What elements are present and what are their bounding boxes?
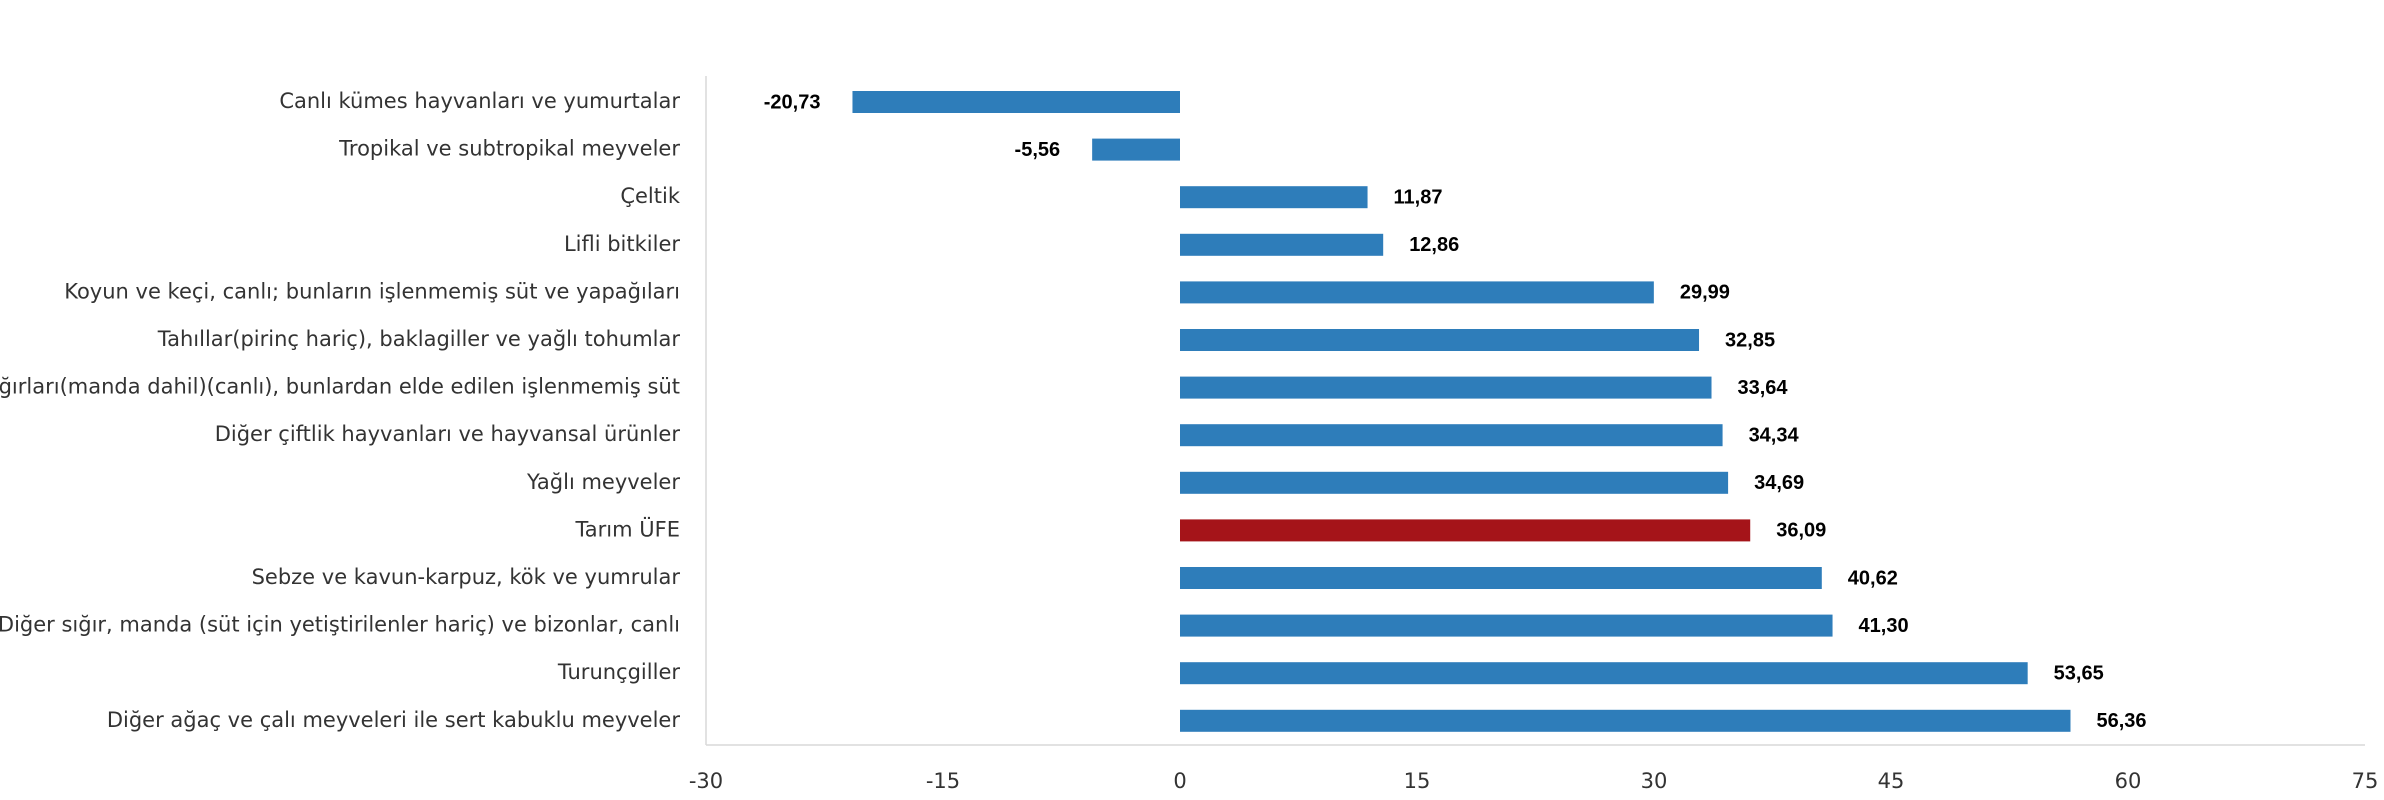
x-tick-label: 75 — [2352, 769, 2379, 793]
category-label: Sebze ve kavun-karpuz, kök ve yumrular — [252, 565, 681, 589]
bar-5 — [1180, 329, 1700, 351]
category-labels: Canlı kümes hayvanları ve yumurtalar Trop… — [0, 89, 681, 732]
data-label: -5,56 — [1015, 139, 1061, 161]
data-labels: -20,73 -5,56 11,87 12,86 29,99 32,85 33,64 34,3… — [764, 91, 2147, 732]
category-label: Koyun ve keçi, canlı; bunların işlenmemi… — [64, 279, 680, 303]
category-label: Tarım ÜFE — [574, 516, 680, 541]
category-label: Diğer ağaç ve çalı meyveleri ile sert ka… — [107, 708, 681, 732]
x-tick-label: -30 — [689, 769, 723, 793]
bar-4 — [1180, 281, 1654, 304]
x-tick-label: -15 — [926, 769, 960, 793]
x-axis: -30 -15 0 15 30 45 60 75 — [689, 76, 2379, 793]
category-label: Canlı kümes hayvanları ve yumurtalar — [279, 89, 680, 113]
data-label: 36,09 — [1776, 520, 1826, 542]
data-label: 33,64 — [1738, 377, 1789, 399]
bar-6 — [1180, 376, 1712, 399]
data-label: 32,85 — [1725, 329, 1775, 351]
x-tick-label: 60 — [2115, 769, 2142, 793]
category-label: Yağlı meyveler — [526, 470, 680, 494]
category-label: Süt sığırları(manda dahil)(canlı), bunla… — [0, 375, 680, 399]
bar-2 — [1180, 186, 1368, 209]
bar-1 — [1092, 138, 1180, 161]
bar-0 — [852, 91, 1180, 113]
category-label: Çeltik — [620, 184, 680, 208]
data-label: 53,65 — [2054, 662, 2104, 684]
bars-layer — [852, 91, 2071, 732]
bar-11 — [1180, 614, 1833, 637]
bar-8 — [1180, 471, 1729, 494]
bar-7 — [1180, 424, 1723, 447]
category-label: Tropikal ve subtropikal meyveler — [338, 137, 680, 161]
data-label: 34,69 — [1754, 472, 1804, 494]
data-label: 41,30 — [1859, 615, 1909, 637]
category-label: Turunçgiller — [557, 660, 681, 684]
bar-12 — [1180, 662, 2028, 685]
data-label: 29,99 — [1680, 282, 1730, 304]
data-label: 34,34 — [1749, 424, 1800, 446]
category-label: Tahıllar(pirinç hariç), baklagiller ve y… — [157, 327, 681, 351]
bar-10 — [1180, 567, 1822, 589]
data-label: -20,73 — [764, 91, 821, 113]
bar-13 — [1180, 709, 2071, 732]
x-tick-label: 15 — [1404, 769, 1431, 793]
bar-3 — [1180, 233, 1384, 256]
category-label: Lifli bitkiler — [564, 232, 680, 256]
category-label: Diğer sığır, manda (süt için yetiştirile… — [0, 613, 680, 637]
data-label: 11,87 — [1394, 186, 1443, 208]
category-label: Diğer çiftlik hayvanları ve hayvansal ür… — [215, 422, 681, 446]
bar-9 — [1180, 519, 1751, 542]
data-label: 56,36 — [2096, 710, 2146, 732]
x-tick-label: 45 — [1878, 769, 1905, 793]
data-label: 40,62 — [1848, 567, 1898, 589]
x-tick-label: 30 — [1641, 769, 1668, 793]
data-label: 12,86 — [1409, 234, 1459, 256]
x-tick-label: 0 — [1173, 769, 1186, 793]
